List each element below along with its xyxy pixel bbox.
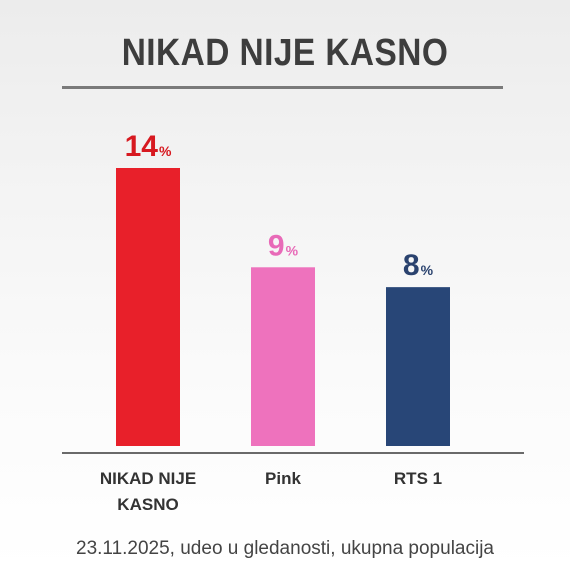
category-labels-group: NIKAD NIJE KASNO Pink RTS 1 [100, 469, 442, 514]
value-labels-group: 14% 9% 8% [125, 130, 434, 282]
title-underline [62, 86, 503, 89]
value-label-rts-1: 8% [403, 249, 434, 282]
bar-pink [251, 267, 315, 446]
bars-group [116, 168, 450, 446]
category-label-pink: Pink [265, 469, 301, 488]
bar-nikad-nije-kasno [116, 168, 180, 446]
chart-title: NIKAD NIJE KASNO [121, 32, 449, 74]
value-label-pink: 9% [268, 229, 299, 262]
bar-rts-1 [386, 287, 450, 446]
category-label-rts-1: RTS 1 [394, 469, 442, 488]
footnote: 23.11.2025, udeo u gledanosti, ukupna po… [76, 538, 494, 559]
value-label-nikad-nije-kasno: 14% [125, 130, 172, 163]
category-label-nikad-nije-kasno: NIKAD NIJE KASNO [100, 469, 196, 514]
